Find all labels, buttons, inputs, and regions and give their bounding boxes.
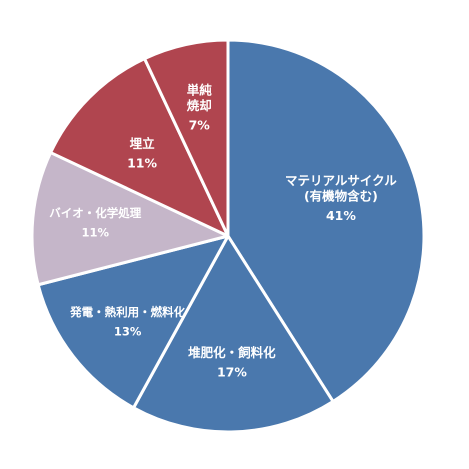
slice-category-label: (有機物含む) <box>304 189 378 204</box>
pie-slices <box>30 38 426 434</box>
pie-slice-4 <box>49 57 230 238</box>
slice-value-label: 7% <box>189 117 211 132</box>
slice-category-label: 発電・熱利用・燃料化 <box>69 305 185 319</box>
slice-category-label: バイオ・化学処理 <box>49 206 141 220</box>
slice-value-label: 17% <box>217 365 247 380</box>
pie-slice-1 <box>132 234 335 434</box>
slice-category-label: マテリアルサイクル <box>285 173 397 188</box>
slice-value-label: 11% <box>127 155 157 170</box>
slice-category-label: 焼却 <box>187 98 212 113</box>
slice-value-label: 13% <box>114 324 142 338</box>
slice-category-label: 堆肥化・飼料化 <box>188 345 276 360</box>
pie-slice-2 <box>36 234 230 410</box>
pie-slice-3 <box>30 151 230 287</box>
slice-value-label: 41% <box>326 208 356 223</box>
pie-slice-5 <box>143 38 230 238</box>
slice-category-label: 埋立 <box>130 136 156 151</box>
slice-category-label: 単純 <box>187 82 213 97</box>
slice-value-label: 11% <box>82 226 110 240</box>
pie-labels: マテリアルサイクル(有機物含む) 41% 堆肥化・飼料化 17% 発電・熱利用・燃料化 1… <box>49 82 397 379</box>
